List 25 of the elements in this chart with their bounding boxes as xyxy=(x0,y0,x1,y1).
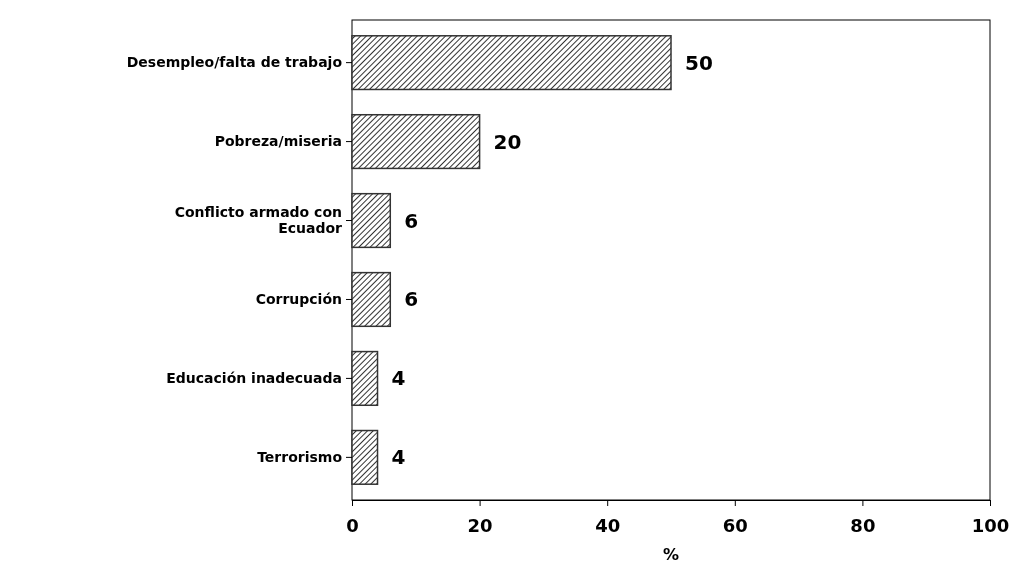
y-tick-label: Desempleo/falta de trabajo xyxy=(126,54,343,71)
y-tick-label: Educación inadecuada xyxy=(166,369,342,386)
x-tick-label: 40 xyxy=(595,515,621,537)
x-tick-label: 60 xyxy=(722,515,748,537)
data-label: 50 xyxy=(685,50,713,75)
y-tick-label: Conflicto armado con Ecuador xyxy=(174,203,343,237)
x-tick-label: 20 xyxy=(467,515,493,537)
bar xyxy=(351,113,481,170)
bar xyxy=(351,350,379,407)
bar xyxy=(351,271,392,328)
x-tick-label: 100 xyxy=(971,515,1010,537)
data-label: 20 xyxy=(493,129,522,154)
data-label: 4 xyxy=(391,445,406,470)
bar xyxy=(351,429,379,485)
x-tick-label: 0 xyxy=(346,515,359,537)
data-label: 6 xyxy=(404,208,419,233)
bar xyxy=(351,192,392,249)
x-axis-title: % xyxy=(662,545,680,564)
y-tick-label: Terrorismo xyxy=(257,448,343,465)
bar xyxy=(351,35,672,91)
y-tick-label: Corrupción xyxy=(255,290,342,307)
x-tick-label: 80 xyxy=(850,515,876,537)
y-tick-label: Pobreza/miseria xyxy=(214,133,342,150)
data-label: 4 xyxy=(391,366,406,391)
data-label: 6 xyxy=(404,287,419,312)
